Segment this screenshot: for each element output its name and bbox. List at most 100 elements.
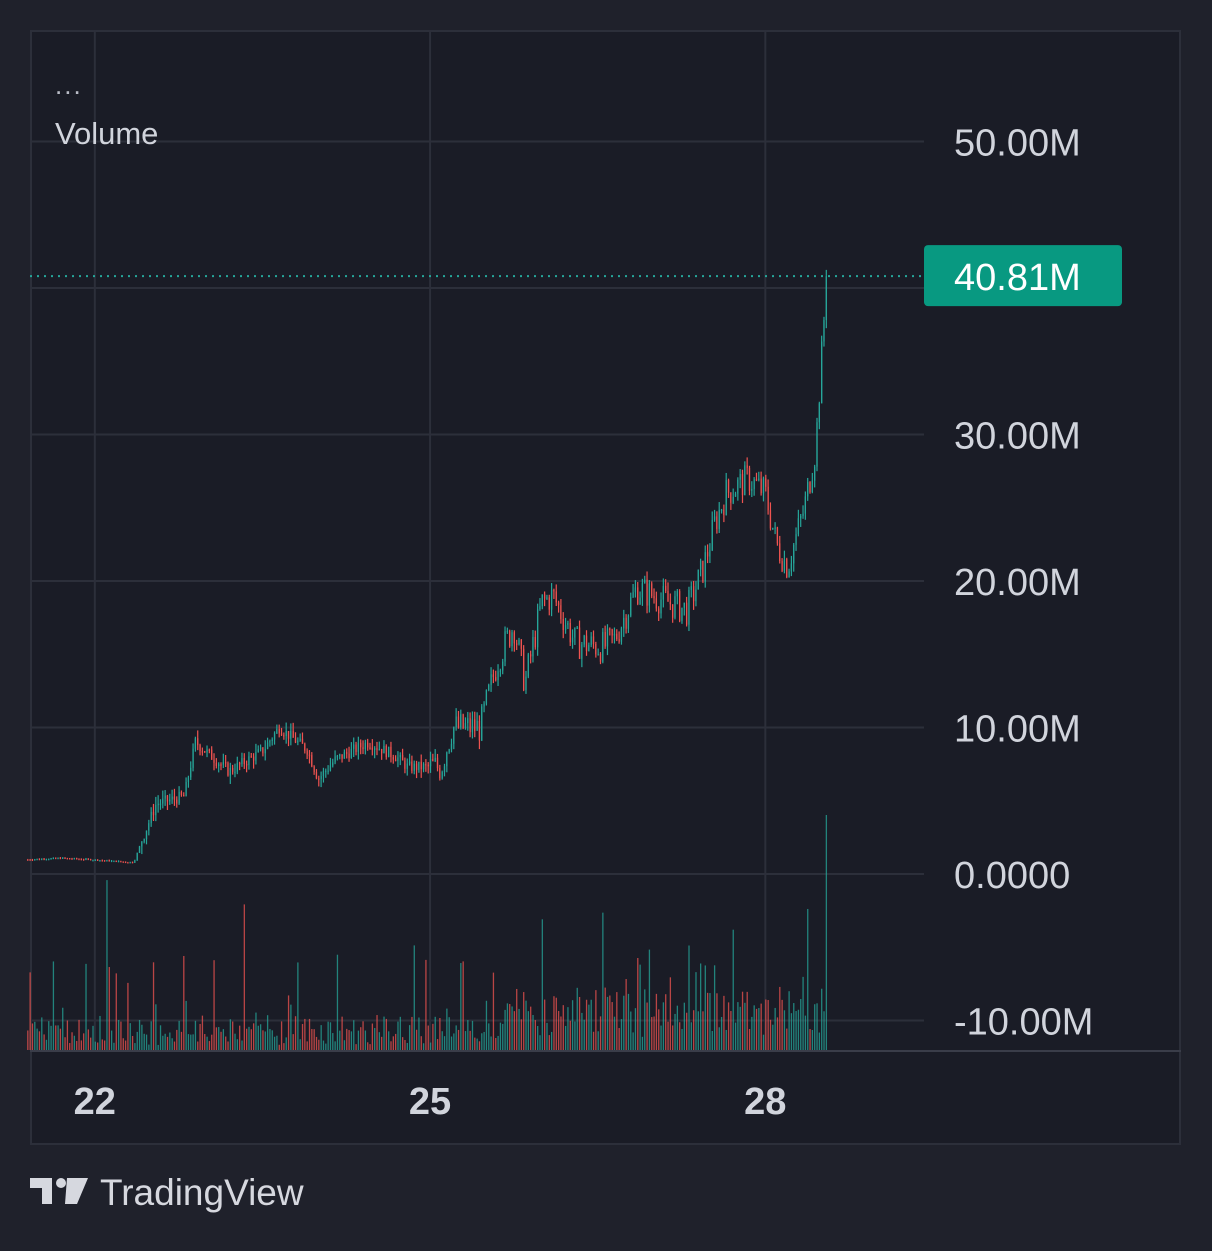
volume-bar — [378, 1032, 381, 1050]
volume-bar — [294, 1016, 297, 1050]
volume-bar — [553, 996, 555, 1050]
volume-bar — [655, 993, 658, 1050]
volume-bar — [504, 1009, 506, 1050]
volume-bar — [162, 1035, 164, 1050]
candle-body — [681, 607, 683, 621]
candle-body — [87, 858, 89, 861]
volume-bar — [604, 987, 606, 1050]
brand-name: TradingView — [100, 1172, 304, 1213]
candle-body — [760, 478, 762, 494]
volume-bar — [725, 1029, 727, 1050]
volume-bar — [329, 1022, 332, 1050]
volume-bar — [550, 1031, 553, 1050]
legend-menu-icon[interactable]: ... — [55, 70, 83, 100]
candle-body — [355, 744, 357, 752]
candle-body — [709, 550, 711, 557]
volume-bar — [290, 1004, 292, 1050]
candle-body — [718, 509, 720, 529]
volume-bar — [350, 1031, 353, 1050]
volume-bar — [637, 957, 639, 1050]
candle-body — [420, 761, 422, 770]
volume-bar — [103, 1040, 106, 1050]
volume-bar — [399, 1016, 401, 1050]
volume-bar — [227, 1041, 229, 1050]
tradingview-logo-icon — [30, 1175, 88, 1212]
volume-bar — [29, 972, 31, 1050]
x-tick-label: 28 — [744, 1081, 786, 1123]
grid-layer — [30, 30, 1181, 1052]
candle-body — [627, 615, 630, 629]
volume-bar — [283, 1043, 285, 1050]
candle-body — [658, 608, 660, 614]
volume-bar — [332, 1033, 334, 1050]
volume-bar — [779, 986, 781, 1050]
volume-bar — [583, 1019, 585, 1050]
candle-body — [292, 730, 294, 738]
volume-bar — [495, 1037, 497, 1050]
volume-bar — [334, 1041, 336, 1050]
candle-body — [339, 754, 341, 756]
volume-bar — [259, 1024, 262, 1050]
volume-bar — [537, 1026, 539, 1050]
candle-body — [50, 858, 52, 860]
candle-body — [455, 716, 457, 728]
volume-bar — [807, 908, 809, 1050]
volume-bar — [218, 1027, 220, 1050]
candle-body — [464, 723, 467, 729]
volume-bar — [769, 1019, 772, 1050]
candle-body — [276, 728, 278, 734]
candle-body — [273, 733, 276, 740]
last-value-label: 40.81M — [954, 257, 1081, 299]
volume-bar — [115, 973, 117, 1050]
volume-bar — [760, 1003, 762, 1050]
volume-bar — [94, 1041, 96, 1050]
volume-bar — [520, 1019, 523, 1050]
volume-bar — [711, 1030, 713, 1050]
candle-body — [257, 749, 259, 752]
candle-body — [711, 519, 713, 551]
candle-body — [599, 653, 602, 662]
y-tick-label: 10.00M — [954, 709, 1081, 751]
candle-body — [502, 661, 504, 671]
volume-bar — [415, 1029, 418, 1050]
brand-footer[interactable]: TradingView — [30, 1172, 304, 1214]
volume-bar — [783, 1010, 786, 1050]
volume-bar — [124, 1040, 127, 1050]
candle-body — [525, 676, 527, 691]
candle-body — [117, 860, 120, 863]
volume-bar — [630, 1011, 632, 1050]
overlay-layer: 40.81M — [30, 245, 1122, 307]
volume-bar — [774, 1007, 776, 1050]
volume-bar — [546, 1022, 548, 1050]
volume-bar — [376, 1015, 378, 1050]
candle-body — [59, 857, 61, 860]
candle-body — [362, 747, 364, 749]
candle-body — [429, 758, 432, 767]
candle-body — [136, 852, 138, 861]
candle-body — [553, 589, 555, 592]
volume-bar — [488, 1023, 490, 1050]
candle-body — [408, 761, 411, 764]
volume-bar — [59, 1028, 62, 1050]
volume-bar — [648, 949, 651, 1050]
volume-bar — [509, 1004, 511, 1050]
volume-bar — [518, 1008, 520, 1050]
volume-bar — [676, 1005, 679, 1050]
candle-body — [467, 718, 469, 724]
volume-bar — [71, 1032, 73, 1050]
y-tick-label: 20.00M — [954, 562, 1081, 604]
candle-body — [611, 629, 613, 636]
volume-bar — [651, 1017, 653, 1050]
volume-bar — [781, 999, 783, 1050]
candle-body — [357, 742, 359, 752]
volume-bar — [425, 959, 427, 1050]
candle-body — [313, 766, 315, 772]
candle-body — [623, 617, 625, 629]
volume-bar — [395, 1033, 397, 1050]
candle-body — [499, 670, 502, 672]
candle-body — [723, 509, 725, 515]
volume-bar — [741, 991, 744, 1050]
candle-body — [255, 751, 257, 761]
candle-body — [457, 716, 460, 728]
volume-bar — [141, 1024, 143, 1050]
